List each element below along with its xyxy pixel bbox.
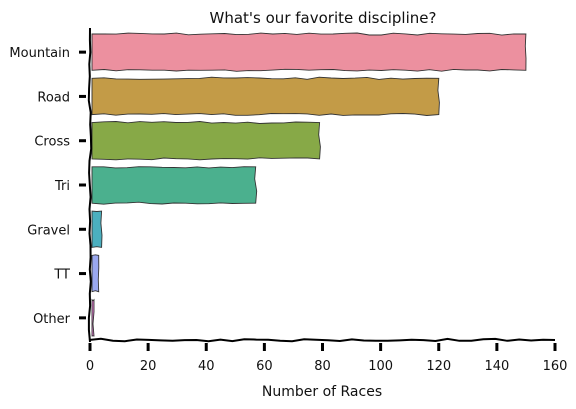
- bar-tt: [91, 254, 100, 293]
- x-tick-label: 20: [140, 359, 157, 374]
- y-axis-ticks: Mountain Road Cross Tri Gravel TT Other: [9, 46, 86, 327]
- y-tick-label: TT: [53, 268, 70, 283]
- x-tick-label: 140: [484, 359, 509, 374]
- x-tick-label: 40: [198, 359, 215, 374]
- x-axis-label: Number of Races: [262, 384, 382, 400]
- chart-title: What's our favorite discipline?: [210, 9, 437, 27]
- y-tick-label: Other: [33, 312, 71, 327]
- x-tick-label: 80: [314, 359, 331, 374]
- y-tick-label: Cross: [34, 135, 70, 150]
- bar-mountain: [91, 32, 527, 72]
- bar-gravel: [91, 210, 103, 248]
- y-tick-label: Tri: [54, 179, 70, 194]
- bar-tri: [91, 166, 258, 205]
- x-axis-ticks: 0 20 40 60 80 100 120 140 160: [86, 343, 568, 374]
- bars-group: [91, 32, 527, 337]
- x-tick-label: 160: [543, 359, 568, 374]
- bar-cross: [91, 121, 321, 161]
- y-axis-line: [87, 27, 93, 343]
- y-tick-label: Road: [37, 90, 70, 105]
- x-tick-label: 0: [86, 359, 94, 374]
- y-tick-label: Gravel: [27, 223, 70, 238]
- x-axis-line: [88, 337, 556, 343]
- bar-other: [91, 298, 95, 337]
- x-tick-label: 120: [426, 359, 451, 374]
- x-tick-label: 60: [256, 359, 273, 374]
- y-tick-label: Mountain: [9, 46, 70, 61]
- bar-road: [91, 76, 440, 116]
- x-tick-label: 100: [368, 359, 393, 374]
